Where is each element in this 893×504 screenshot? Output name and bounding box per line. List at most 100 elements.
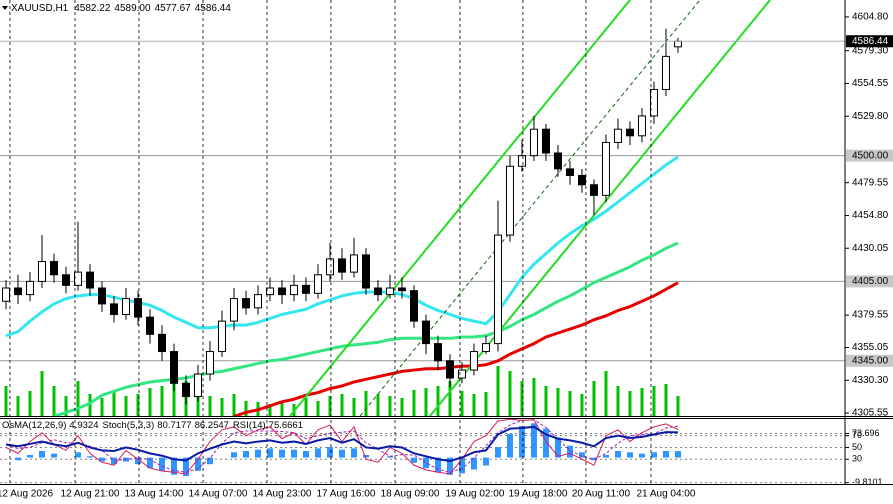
- histogram-bar: [86, 456, 93, 458]
- volume-bar: [220, 398, 224, 416]
- volume-bar: [148, 388, 152, 416]
- volume-bar: [124, 396, 128, 416]
- volume-bar: [88, 394, 92, 416]
- x-tick-label: 14 Aug 07:00: [189, 489, 248, 500]
- candle-body: [649, 88, 658, 117]
- y-tick-label: 70: [852, 430, 862, 440]
- candle-body: [673, 40, 682, 48]
- volume-bar: [616, 386, 620, 416]
- volume-bar: [4, 386, 8, 416]
- x-tick-label: 17 Aug 16:00: [316, 489, 375, 500]
- histogram-bar: [542, 428, 549, 458]
- histogram-bar: [74, 452, 81, 458]
- indicator-value: 86.2547: [195, 420, 229, 431]
- volume-bar: [580, 394, 584, 416]
- indicator-name: RSI(14): [233, 420, 266, 431]
- histogram-bar: [326, 447, 333, 458]
- trendline: [359, 0, 701, 416]
- histogram-bar: [614, 451, 621, 458]
- x-tick-label: 20 Aug 11:00: [572, 489, 631, 500]
- histogram-bar: [254, 449, 261, 458]
- candle-body: [409, 290, 418, 322]
- volume-bar: [412, 390, 416, 416]
- candle-body: [637, 115, 646, 137]
- candle-body: [433, 343, 442, 362]
- candle-body: [61, 274, 70, 286]
- y-tick-label: 4454.80: [852, 210, 889, 221]
- histogram-bar: [434, 457, 441, 473]
- open-label: 4582.22: [74, 3, 111, 14]
- histogram-bar: [554, 437, 561, 458]
- histogram-bar: [242, 451, 249, 458]
- x-tick-label: 19 Aug 02:00: [445, 489, 504, 500]
- histogram-bar: [446, 457, 453, 475]
- x-tick-label: 14 Aug 23:00: [253, 489, 312, 500]
- chart-header: XAUUSD,H1 4582.22 4589.00 4577.67 4586.44: [11, 3, 231, 14]
- candle-body: [25, 280, 34, 296]
- volume-bar: [520, 381, 524, 416]
- volume-bar: [340, 394, 344, 416]
- level-label: 4345.00: [852, 355, 889, 366]
- volume-bar: [388, 396, 392, 416]
- volume-bar: [568, 391, 572, 416]
- volume-bar: [172, 376, 176, 416]
- candle-body: [625, 128, 634, 137]
- indicator-header: OsMA(12,26,9) 4.9324 Stoch(5,3,3) 80.7177 86…: [2, 420, 303, 431]
- x-tick-label: 12 Aug 21:00: [61, 489, 120, 500]
- y-tick-label: 4379.55: [852, 310, 889, 321]
- volume-bar: [64, 396, 68, 416]
- candle-body: [373, 287, 382, 296]
- y-tick-label: 4529.80: [852, 111, 889, 122]
- candle-body: [217, 320, 226, 353]
- candle-body: [181, 382, 190, 398]
- histogram-bar: [302, 451, 309, 458]
- candle-body: [601, 141, 610, 196]
- candle-body: [481, 343, 490, 353]
- low-label: 4577.67: [155, 3, 192, 14]
- volume-bar: [328, 396, 332, 416]
- candle-body: [469, 351, 478, 371]
- y-tick-label: -9.8101: [852, 477, 883, 487]
- histogram-bar: [26, 454, 33, 458]
- histogram-bar: [350, 448, 357, 458]
- indicator-line: [5, 418, 679, 475]
- y-tick-label: 4430.05: [852, 243, 889, 254]
- volume-bar: [244, 401, 248, 416]
- candle-body: [421, 320, 430, 345]
- candle-body: [529, 128, 538, 157]
- candle-body: [313, 274, 322, 294]
- volume-bar: [676, 396, 680, 416]
- price-label-box: [846, 35, 893, 48]
- candle-body: [553, 152, 562, 170]
- level-label: 4405.00: [852, 276, 889, 287]
- candle-body: [169, 351, 178, 384]
- candle-body: [157, 333, 166, 353]
- histogram-bar: [50, 453, 57, 458]
- candle-body: [517, 155, 526, 167]
- level-label-box: [846, 275, 893, 288]
- x-tick-label: 13 Aug 14:00: [124, 489, 183, 500]
- candle-body: [337, 258, 346, 273]
- indicator-value: 75.6661: [269, 420, 303, 431]
- volume-bar: [532, 378, 536, 416]
- candle-body: [73, 271, 82, 286]
- volume-bar: [604, 371, 608, 416]
- volume-bar: [448, 381, 452, 416]
- level-label-box: [846, 149, 893, 162]
- histogram-bar: [290, 449, 297, 458]
- volume-bar: [232, 394, 236, 416]
- volume-bar: [484, 392, 488, 416]
- volume-bar: [304, 398, 308, 416]
- candle-body: [109, 303, 118, 315]
- moving-average: [5, 155, 679, 338]
- indicator-value: 80.7177: [157, 420, 191, 431]
- histogram-bar: [386, 456, 393, 458]
- indicator-name: Stoch(5,3,3): [102, 420, 154, 431]
- candle-body: [349, 254, 358, 273]
- volume-bar: [400, 398, 404, 416]
- histogram-bar: [182, 457, 189, 477]
- candle-body: [49, 261, 58, 276]
- candle-body: [505, 165, 514, 236]
- histogram-bar: [566, 445, 573, 458]
